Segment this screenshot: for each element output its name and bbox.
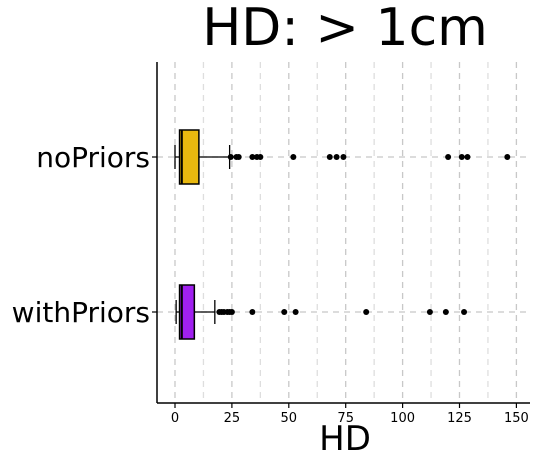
category-label: noPriors	[36, 141, 150, 174]
outlier-point	[442, 309, 449, 315]
outlier-point	[504, 154, 511, 160]
plot-area: 0 25 50 75 100 125 150 noPriors withPriors	[12, 62, 530, 426]
iqr-box	[178, 284, 196, 340]
x-tick-label: 50	[281, 411, 298, 426]
outlier-point	[461, 309, 468, 315]
outlier-point	[333, 154, 340, 160]
outlier-point	[281, 309, 288, 315]
outlier-point	[249, 309, 256, 315]
outlier-point	[458, 154, 465, 160]
outlier-point	[249, 154, 256, 160]
x-tick-label: 100	[390, 411, 415, 426]
x-tick-label: 75	[337, 411, 354, 426]
outlier-point	[257, 154, 264, 160]
outlier-point	[326, 154, 333, 160]
outlier-point	[290, 154, 297, 160]
outlier-point	[292, 309, 299, 315]
x-tick-label: 0	[171, 411, 179, 426]
outlier-point	[235, 154, 242, 160]
x-tick-label: 25	[224, 411, 241, 426]
outlier-point	[426, 309, 433, 315]
outlier-point	[227, 154, 234, 160]
x-axis-title: HD	[319, 419, 371, 459]
outlier-point	[363, 309, 370, 315]
x-tick-label: 125	[447, 411, 472, 426]
iqr-box	[178, 129, 200, 185]
x-tick-label: 150	[504, 411, 529, 426]
outlier-point	[445, 154, 452, 160]
outlier-point	[340, 154, 347, 160]
outlier-point	[228, 309, 235, 315]
outlier-point	[464, 154, 471, 160]
chart-title: HD: > 1cm	[202, 0, 488, 58]
category-label: withPriors	[12, 296, 150, 329]
